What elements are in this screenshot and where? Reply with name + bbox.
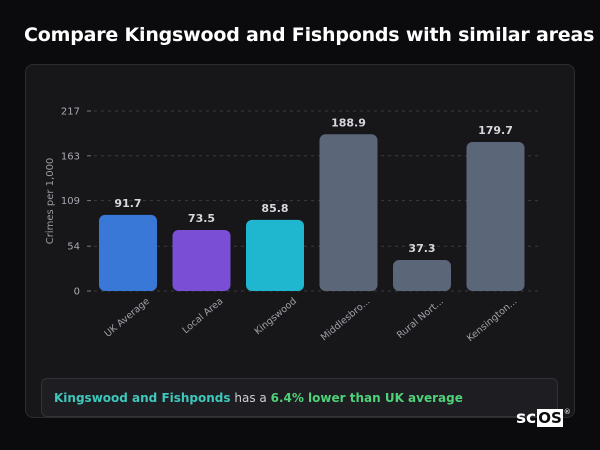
- bar[interactable]: [172, 230, 231, 291]
- bar[interactable]: [246, 219, 304, 291]
- bar[interactable]: [393, 260, 451, 291]
- bar-value-label: 179.7: [478, 124, 513, 137]
- x-category-label: Kingswood: [253, 296, 299, 337]
- comparison-summary: Kingswood and Fishponds has a 6.4% lower…: [41, 378, 558, 417]
- x-category-label: UK Average: [103, 296, 152, 340]
- bar-value-label: 91.7: [114, 197, 141, 210]
- y-tick-label: 109: [61, 196, 80, 207]
- bar-value-label: 37.3: [408, 242, 435, 255]
- scos-logo: sc OS ®: [516, 408, 571, 428]
- x-category-label: Local Area: [180, 296, 225, 336]
- y-tick-label: 0: [74, 287, 80, 298]
- y-axis-label: Crimes per 1,000: [45, 158, 56, 245]
- x-category-label: Kensington...: [465, 296, 519, 344]
- y-tick-label: 217: [61, 107, 80, 118]
- value-labels: 91.7 73.5 85.8 188.9 37.3 179.7: [114, 116, 512, 255]
- logo-prefix: sc: [516, 408, 537, 428]
- y-tick-label: 163: [61, 151, 80, 162]
- bar[interactable]: [99, 214, 157, 291]
- y-tick-label: 54: [67, 242, 80, 253]
- bar-value-label: 85.8: [261, 202, 288, 215]
- gridlines: [94, 110, 540, 292]
- bar-value-label: 73.5: [188, 212, 215, 225]
- x-category-label: Rural Nort...: [395, 296, 446, 341]
- summary-text: has a: [234, 390, 267, 405]
- y-axis: 0 54 109 163 217: [61, 107, 91, 298]
- category-labels: UK Average Local Area Kingswood Middlesbro.…: [103, 296, 520, 344]
- page-title: Compare Kingswood and Fishponds with sim…: [24, 24, 595, 46]
- bar[interactable]: [466, 141, 525, 291]
- bar[interactable]: [319, 134, 378, 291]
- logo-boxed: OS: [537, 409, 563, 427]
- bars: [99, 134, 525, 291]
- bar-value-label: 188.9: [331, 116, 366, 129]
- registered-mark: ®: [563, 408, 571, 416]
- summary-difference: 6.4% lower than UK average: [270, 390, 463, 405]
- x-category-label: Middlesbro...: [319, 296, 373, 343]
- summary-area-name: Kingswood and Fishponds: [54, 390, 231, 405]
